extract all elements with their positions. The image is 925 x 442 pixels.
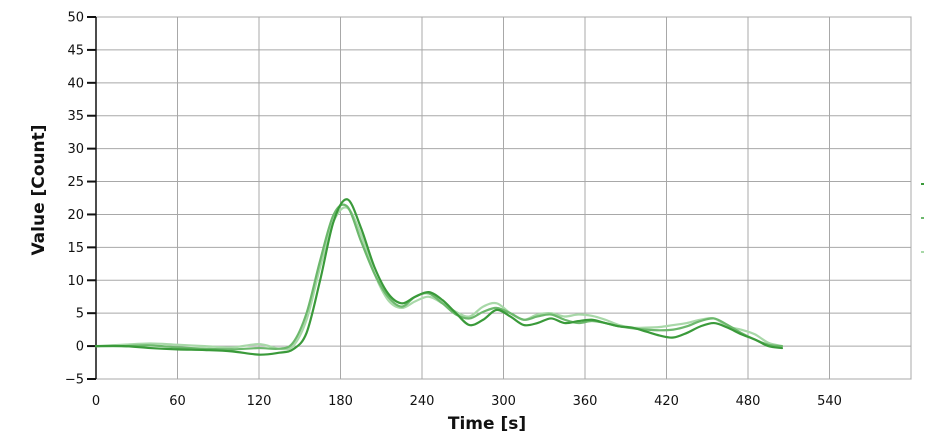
y-tick-label: 10 (67, 274, 84, 289)
legend-marker-2 (921, 217, 924, 219)
y-axis-title: Value [Count] (29, 124, 49, 255)
y-tick-label: 40 (67, 76, 84, 91)
x-tick-label: 0 (92, 394, 100, 409)
x-tick-label: 540 (817, 394, 842, 409)
legend-marker-3 (921, 251, 924, 253)
x-tick-label: 240 (410, 394, 435, 409)
y-tick-label: −5 (65, 373, 84, 388)
series-lines (94, 198, 784, 356)
y-tick-label: 5 (76, 307, 84, 322)
y-tick-label: 50 (67, 11, 84, 26)
x-axis-ticks: 0 60 120 180 240 300 360 420 480 540 (92, 394, 842, 409)
y-tick-label: 45 (67, 43, 84, 58)
axes (87, 16, 97, 380)
x-tick-label: 480 (736, 394, 761, 409)
y-tick-label: 35 (67, 109, 84, 124)
x-tick-label: 60 (169, 394, 186, 409)
grid (95, 16, 912, 380)
x-tick-label: 120 (247, 394, 272, 409)
y-tick-label: 20 (67, 208, 84, 223)
y-tick-label: 25 (67, 175, 84, 190)
y-tick-label: 15 (67, 241, 84, 256)
x-axis-title: Time [s] (448, 414, 526, 434)
y-tick-label: 30 (67, 142, 84, 157)
series-line-2 (94, 203, 784, 351)
y-axis-ticks: −5 0 5 10 15 20 25 30 35 40 45 50 (65, 11, 84, 388)
x-tick-label: 300 (491, 394, 516, 409)
series-line-1 (94, 198, 784, 356)
x-tick-label: 420 (654, 394, 679, 409)
legend (921, 183, 924, 253)
x-tick-label: 180 (328, 394, 353, 409)
x-tick-label: 360 (573, 394, 598, 409)
legend-marker-1 (921, 183, 924, 185)
y-tick-label: 0 (76, 340, 84, 355)
